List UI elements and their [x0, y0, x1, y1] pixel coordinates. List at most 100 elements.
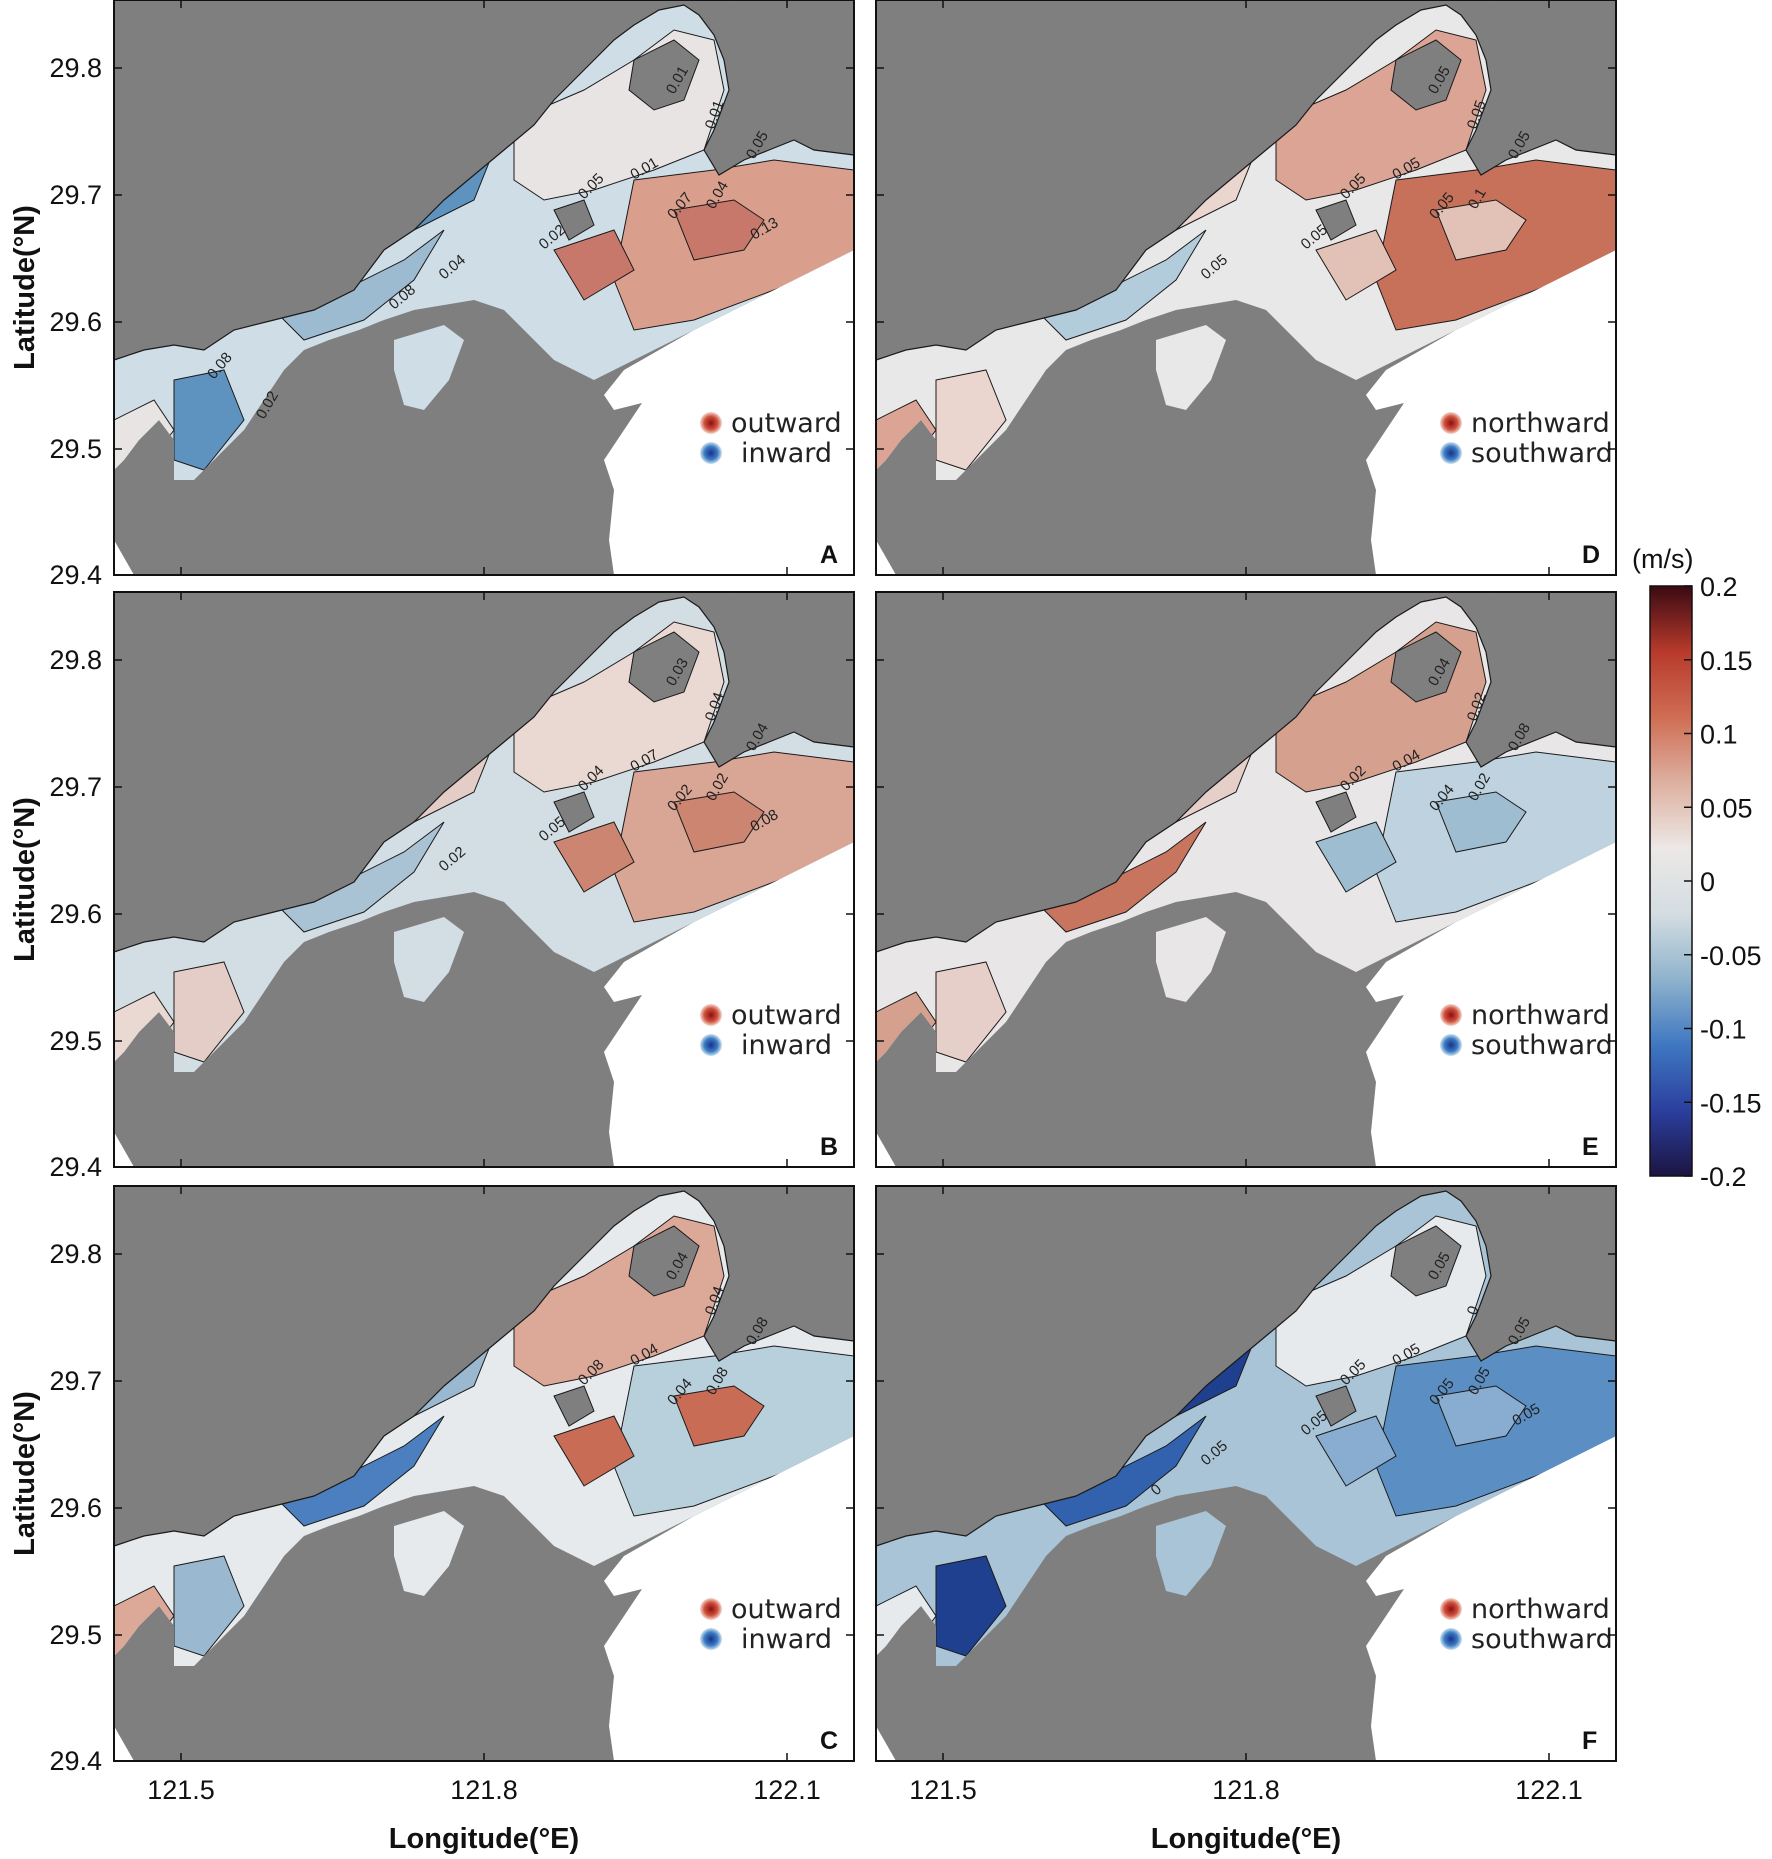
legend-negative-label: inward: [741, 1030, 832, 1061]
legend-negative-marker: [700, 1628, 722, 1650]
legend-positive-marker: [700, 1004, 722, 1026]
panel-E: 0.040.020.080.020.040.04 0.02northwardsou…: [875, 591, 1617, 1168]
open-sea: [1366, 110, 1616, 575]
colorbar-tick-label: 0.15: [1700, 646, 1753, 676]
coastline: [113, 1190, 855, 1547]
headland: [724, 0, 854, 120]
patch-4: [935, 369, 1007, 471]
patch-6: [553, 821, 635, 893]
x-tick-label: 121.5: [909, 1775, 977, 1805]
x-axis-title: Longitude(°E): [1151, 1823, 1341, 1855]
patch-6: [1315, 821, 1397, 893]
x-axis-title: Longitude(°E): [389, 1823, 579, 1855]
colorbar-tick-label: -0.15: [1700, 1088, 1762, 1118]
panels-group: 0.010.010.050.050.010.07 0.040.020.040.13…: [49, 0, 1617, 1805]
legend-negative-marker: [1440, 1034, 1462, 1056]
island: [1390, 631, 1462, 703]
corner-sea: [876, 1726, 896, 1761]
open-sea: [1366, 1296, 1616, 1761]
patch-3: [1435, 1385, 1527, 1447]
corner-sea: [114, 540, 134, 575]
panel-letter: A: [820, 541, 838, 569]
headland: [724, 592, 854, 712]
y-tick-label: 29.8: [49, 1239, 102, 1269]
corner-sea: [876, 540, 896, 575]
y-tick-label: 29.6: [49, 307, 102, 337]
y-tick-label: 29.4: [49, 1746, 102, 1776]
colorbar-tick-label: 0.2: [1700, 572, 1738, 602]
y-tick-label: 29.4: [49, 560, 102, 590]
legend-negative-label: southward: [1471, 1030, 1613, 1061]
colorbar-tick-label: 0: [1700, 867, 1715, 897]
y-axis-title: Latitude(°N): [9, 1391, 41, 1556]
coastline: [113, 596, 855, 953]
y-tick-label: 29.7: [49, 180, 102, 210]
panel-letter: E: [1582, 1133, 1599, 1161]
legend-negative-label: southward: [1471, 438, 1613, 469]
island: [1315, 199, 1357, 241]
island: [1315, 791, 1357, 833]
patch-3: [1435, 791, 1527, 853]
headland: [1486, 592, 1616, 712]
legend-negative-marker: [700, 1034, 722, 1056]
open-sea: [604, 702, 854, 1167]
patch-4: [173, 961, 245, 1063]
colorbar: 0.2 0.15 0.1 0.05 0 -0.05 -0.1 -0.15 -0.2 (m/s): [1632, 544, 1762, 1192]
patch-6: [1315, 229, 1397, 301]
headland: [1486, 0, 1616, 120]
coastline: [875, 596, 1617, 953]
open-sea: [1366, 702, 1616, 1167]
colorbar-tick-label: 0.1: [1700, 720, 1738, 750]
panel-A: 0.010.010.050.050.010.07 0.040.020.040.13…: [49, 0, 855, 590]
island: [1315, 1385, 1357, 1427]
island: [553, 1385, 595, 1427]
corner-sea: [876, 1132, 896, 1167]
x-tick-label: 121.8: [450, 1775, 518, 1805]
patch-3: [1435, 199, 1527, 261]
patch-4: [935, 1555, 1007, 1657]
panel-letter: D: [1582, 541, 1600, 569]
x-tick-label: 122.1: [1515, 1775, 1583, 1805]
legend-negative-marker: [1440, 442, 1462, 464]
coastline: [113, 4, 855, 361]
island: [553, 791, 595, 833]
y-tick-label: 29.7: [49, 772, 102, 802]
legend-positive-marker: [700, 412, 722, 434]
island: [1390, 39, 1462, 111]
patch-4: [935, 961, 1007, 1063]
island: [553, 199, 595, 241]
patch-4: [173, 369, 245, 471]
legend-negative-marker: [1440, 1628, 1462, 1650]
legend-positive-label: outward: [731, 408, 842, 439]
corner-sea: [114, 1132, 134, 1167]
x-tick-label: 121.8: [1212, 1775, 1280, 1805]
legend-negative-label: inward: [741, 438, 832, 469]
patch-3: [673, 791, 765, 853]
y-axis-title: Latitude(°N): [9, 205, 41, 370]
y-tick-label: 29.5: [49, 434, 102, 464]
island: [1390, 1225, 1462, 1297]
legend-positive-marker: [1440, 1004, 1462, 1026]
legend-positive-label: northward: [1471, 1594, 1610, 1625]
y-tick-label: 29.5: [49, 1026, 102, 1056]
island: [628, 1225, 700, 1297]
panel-D: 0.050.050.050.050.050.05 0.10.050.05north…: [875, 0, 1617, 576]
colorbar-tick-label: -0.05: [1700, 941, 1762, 971]
legend-positive-marker: [700, 1598, 722, 1620]
x-tick-label: 122.1: [753, 1775, 821, 1805]
open-sea: [604, 1296, 854, 1761]
panel-B: 0.030.040.040.040.070.02 0.020.050.020.08…: [49, 591, 855, 1182]
legend-negative-label: southward: [1471, 1624, 1613, 1655]
y-tick-label: 29.8: [49, 53, 102, 83]
panel-letter: B: [820, 1133, 838, 1161]
open-sea: [604, 110, 854, 575]
legend-positive-marker: [1440, 412, 1462, 434]
y-axis-title: Latitude(°N): [9, 797, 41, 962]
panel-letter: F: [1582, 1727, 1597, 1755]
y-tick-label: 29.6: [49, 899, 102, 929]
axis-labels: Latitude(°N) Latitude(°N) Latitude(°N) Long…: [9, 205, 1341, 1855]
y-tick-label: 29.6: [49, 1493, 102, 1523]
patch-4: [173, 1555, 245, 1657]
